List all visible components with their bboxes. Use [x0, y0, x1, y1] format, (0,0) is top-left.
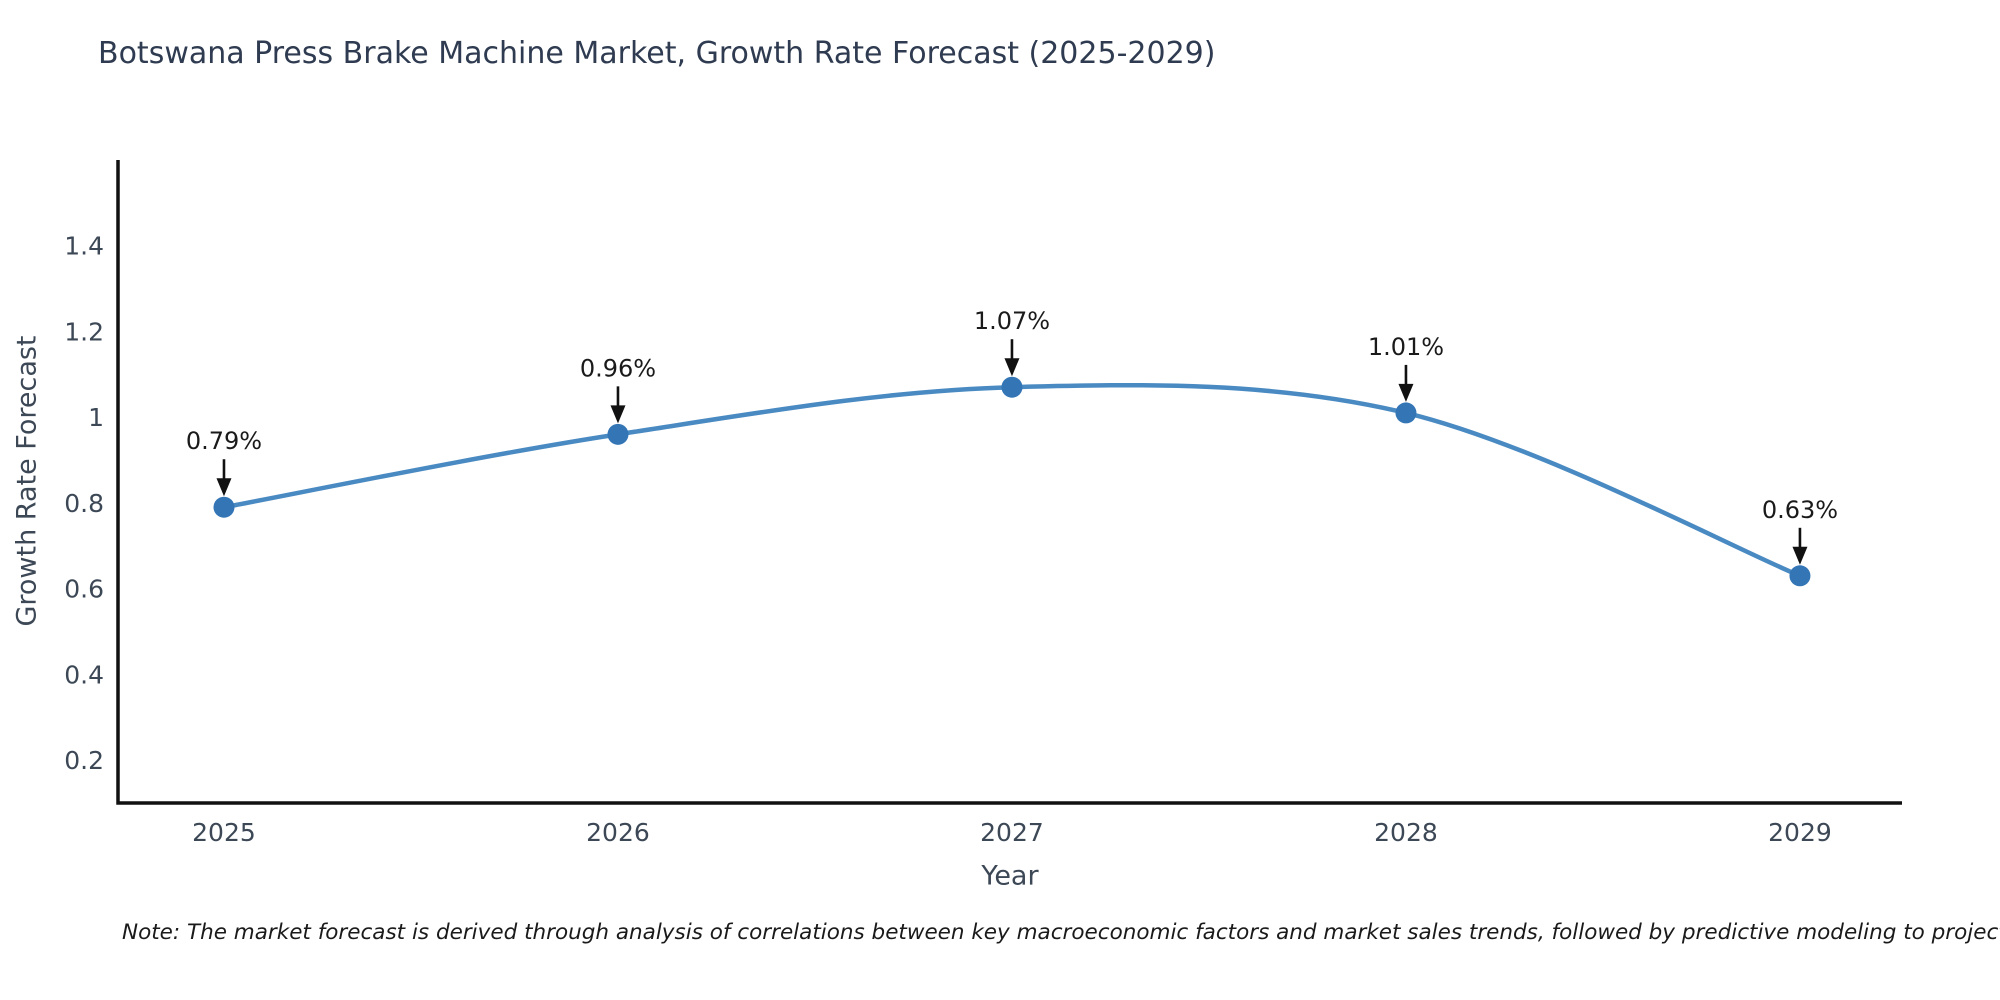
- data-point-marker: [607, 423, 629, 445]
- x-tick-label: 2029: [1768, 818, 1832, 847]
- x-tick-label: 2027: [980, 818, 1044, 847]
- annotation-arrow-head: [216, 478, 232, 497]
- y-tick-label: 0.8: [64, 489, 104, 518]
- x-tick-label: 2026: [586, 818, 650, 847]
- data-point-marker: [1395, 402, 1417, 424]
- data-point-marker: [1789, 565, 1811, 587]
- point-annotation: 1.07%: [974, 307, 1050, 335]
- series-line: [221, 382, 1803, 579]
- x-tick-label: 2028: [1374, 818, 1438, 847]
- point-annotation: 0.79%: [186, 427, 262, 455]
- y-tick-label: 1: [88, 403, 104, 432]
- data-point-marker: [1001, 376, 1023, 398]
- chart-title: Botswana Press Brake Machine Market, Gro…: [98, 36, 1216, 71]
- axis-spines: [116, 160, 1902, 805]
- annotation-arrow-head: [1004, 358, 1020, 377]
- y-tick-label: 0.6: [64, 575, 104, 604]
- y-tick-label: 0.4: [64, 660, 104, 689]
- annotation-arrow-head: [610, 405, 626, 424]
- data-point-marker: [213, 496, 235, 518]
- y-tick-label: 0.2: [64, 746, 104, 775]
- y-tick-label: 1.4: [64, 232, 104, 261]
- footnote: Note: The market forecast is derived thr…: [122, 920, 2000, 945]
- point-annotation: 0.63%: [1762, 496, 1838, 524]
- point-annotation: 1.01%: [1368, 333, 1444, 361]
- x-tick-label: 2025: [192, 818, 256, 847]
- y-tick-label: 1.2: [64, 317, 104, 346]
- annotation-arrow-head: [1398, 383, 1414, 402]
- point-annotation: 0.96%: [580, 354, 656, 382]
- x-axis-title: Year: [981, 860, 1039, 892]
- annotation-arrow-head: [1792, 546, 1808, 565]
